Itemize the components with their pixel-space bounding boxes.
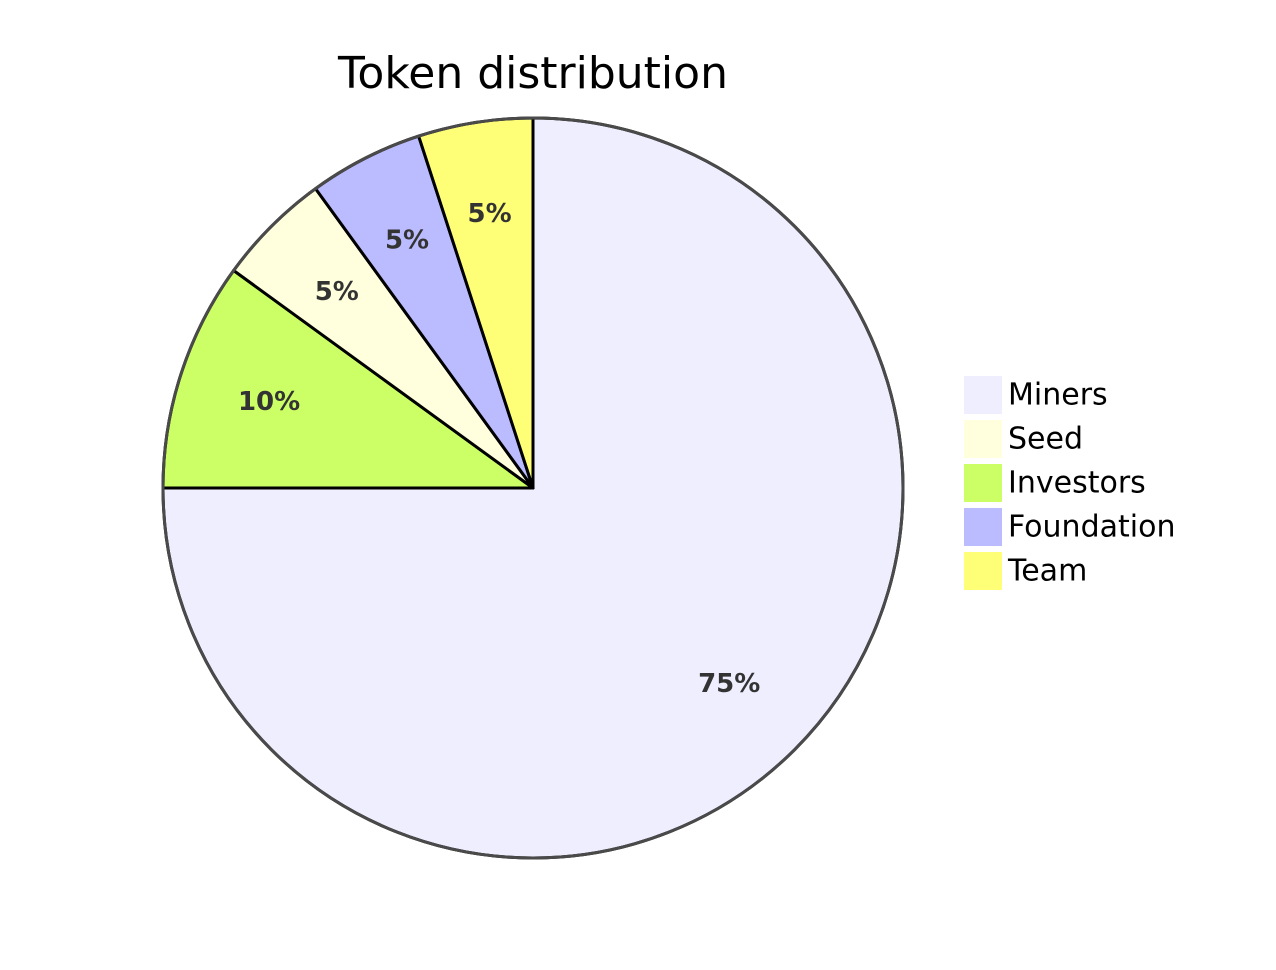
pie-slices [161,116,905,860]
legend-item-investors: Investors [964,464,1146,502]
legend-swatch-foundation [964,508,1002,546]
legend-swatch-seed [964,420,1002,458]
slice-label-foundation: 5% [385,226,429,256]
legend-swatch-investors [964,464,1002,502]
legend-label-team: Team [1007,554,1087,589]
pie-outline [161,116,905,860]
legend-item-seed: Seed [964,420,1083,458]
legend-label-investors: Investors [1008,466,1146,501]
legend-item-foundation: Foundation [964,508,1175,546]
slice-label-investors: 10% [238,387,300,417]
legend-swatch-miners [964,376,1002,414]
slice-label-miners: 75% [698,669,760,699]
legend-label-miners: Miners [1008,378,1108,413]
legend-label-foundation: Foundation [1008,510,1175,545]
legend-label-seed: Seed [1008,422,1083,457]
slice-label-seed: 5% [315,277,359,307]
legend-swatch-team [964,552,1002,590]
legend-item-team: Team [964,552,1087,590]
legend: Miners Seed Investors Foundation Team [964,376,1175,590]
slice-labels: 75% 10% 5% 5% 5% [238,199,760,699]
slice-label-team: 5% [468,199,512,229]
chart-title: Token distribution [337,48,728,99]
legend-item-miners: Miners [964,376,1108,414]
